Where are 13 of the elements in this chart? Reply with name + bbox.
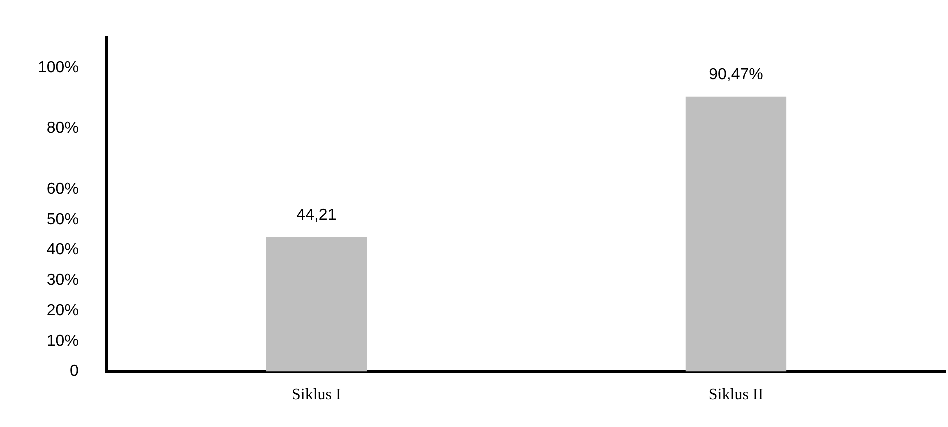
x-tick-label: Siklus I: [292, 386, 342, 404]
y-tick-label: 0: [70, 363, 80, 380]
y-tick-label: 100%: [38, 59, 79, 76]
data-label: 90,47%: [709, 66, 764, 84]
y-tick-label: 30%: [46, 272, 79, 290]
y-tick-label: 50%: [46, 211, 79, 228]
data-label: 44,21: [296, 206, 337, 224]
y-tick-label: 40%: [46, 242, 79, 259]
y-tick-label: 20%: [46, 302, 79, 320]
y-tick-label: 60%: [46, 180, 79, 198]
x-tick-label: Siklus II: [708, 386, 764, 404]
y-tick-label: 80%: [46, 120, 79, 138]
y-tick-label: 10%: [46, 332, 79, 350]
